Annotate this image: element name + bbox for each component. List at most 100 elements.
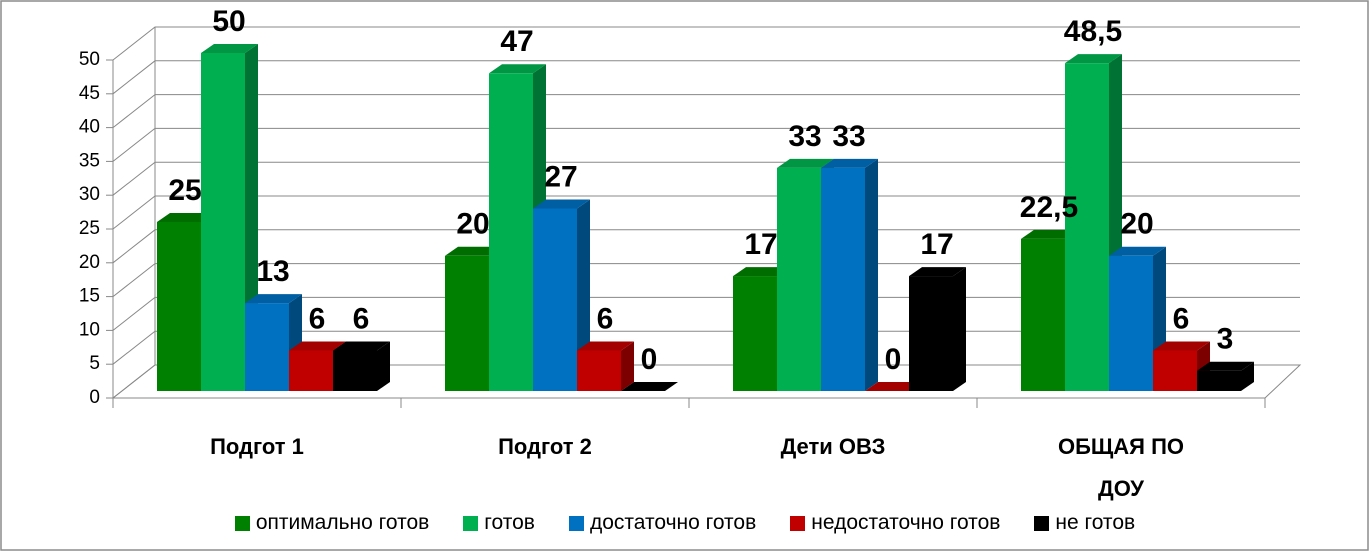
legend-swatch [568, 515, 584, 531]
data-label: 3 [1217, 323, 1234, 356]
data-label: 33 [832, 120, 865, 153]
floor [112, 364, 1302, 399]
bar [865, 382, 922, 391]
bar-top [909, 267, 966, 277]
bar-front [909, 276, 953, 391]
x-tick-label: Подгот 2 [498, 434, 592, 459]
y-tick-label: 5 [89, 353, 100, 374]
y-tick-label: 20 [79, 252, 100, 273]
y-tick-label: 10 [79, 319, 100, 340]
legend-item: оптимально готов [234, 511, 430, 535]
data-label: 6 [1173, 302, 1190, 335]
data-label: 0 [885, 343, 902, 376]
bar-top [1153, 341, 1210, 351]
bar-front [289, 350, 333, 391]
bar-top [489, 64, 546, 74]
bar-top [1197, 361, 1254, 371]
bar-top [577, 341, 634, 351]
bar-front [1153, 350, 1197, 391]
y-tick-label: 45 [79, 83, 100, 104]
legend-label: оптимально готов [255, 511, 430, 534]
bar-top [1065, 54, 1122, 64]
data-label: 6 [309, 302, 326, 335]
bar-top [1109, 246, 1166, 256]
x-tick-label: Дети ОВЗ [780, 434, 886, 459]
legend-swatch [1034, 515, 1050, 531]
bar-front [1021, 238, 1065, 391]
data-label: 17 [744, 228, 777, 261]
legend-item: недостаточно готов [790, 511, 1000, 535]
bar-top [201, 44, 258, 53]
bar-top [733, 267, 790, 277]
data-label: 13 [256, 255, 289, 288]
bar-front [245, 303, 289, 391]
legend-item: не готов [1034, 511, 1135, 535]
data-label: 27 [544, 160, 577, 193]
bar [621, 382, 678, 391]
data-label: 25 [168, 174, 201, 207]
bar-front [333, 350, 377, 391]
bar-top [333, 341, 390, 351]
legend-swatch [463, 515, 479, 531]
bar-top [1021, 229, 1078, 239]
bar-front [533, 208, 577, 391]
legend-label: готов [484, 511, 535, 534]
bar-front [1065, 63, 1109, 391]
bar-front [489, 73, 533, 391]
bar-front [777, 167, 821, 391]
data-label: 6 [597, 302, 614, 335]
bar [533, 199, 590, 391]
bar-front [577, 350, 621, 391]
bar-top [621, 382, 678, 391]
bar-front [445, 255, 489, 391]
bar-top [865, 382, 922, 391]
bar-front [201, 53, 245, 391]
bar-front [733, 276, 777, 391]
bar-side [377, 341, 390, 391]
bar-top [157, 213, 214, 222]
y-tick-label: 30 [79, 184, 100, 205]
data-label: 6 [353, 302, 370, 335]
bar-side [621, 341, 634, 391]
data-label: 20 [456, 208, 489, 241]
bar [333, 341, 390, 391]
x-tick-label: Подгот 1 [210, 434, 304, 459]
x-tick-label: ОБЩАЯ ПО ДОУ [1057, 434, 1185, 501]
data-label: 33 [788, 120, 821, 153]
bar [909, 267, 966, 391]
bar-top [289, 341, 346, 351]
data-label: 47 [500, 25, 533, 58]
y-tick-label: 40 [79, 117, 100, 138]
bar-side [1241, 361, 1254, 391]
bar-front [1197, 370, 1241, 391]
bar-top [533, 199, 590, 209]
data-label: 50 [212, 5, 245, 38]
bar-top [821, 158, 878, 168]
data-label: 48,5 [1064, 15, 1122, 48]
bar [1197, 361, 1254, 391]
legend-item: готов [463, 511, 535, 535]
data-label: 22,5 [1020, 191, 1078, 224]
legend-swatch [234, 515, 250, 531]
y-tick-label: 15 [79, 286, 100, 307]
data-label: 20 [1120, 208, 1153, 241]
legend-swatch [790, 515, 806, 531]
y-tick-label: 25 [79, 218, 100, 239]
bar-side [865, 158, 878, 391]
bars [157, 44, 1254, 391]
bar-side [953, 267, 966, 391]
legend-label: недостаточно готов [811, 511, 1001, 534]
data-label: 17 [920, 228, 953, 261]
bar [1109, 246, 1166, 391]
legend: оптимально готов готов достаточно готов нед… [0, 511, 1370, 535]
bar [201, 44, 258, 391]
bar-front [1109, 255, 1153, 391]
bar-front [821, 167, 865, 391]
bar-side [577, 199, 590, 391]
bar-top [445, 246, 502, 256]
y-tick-label: 35 [79, 150, 100, 171]
